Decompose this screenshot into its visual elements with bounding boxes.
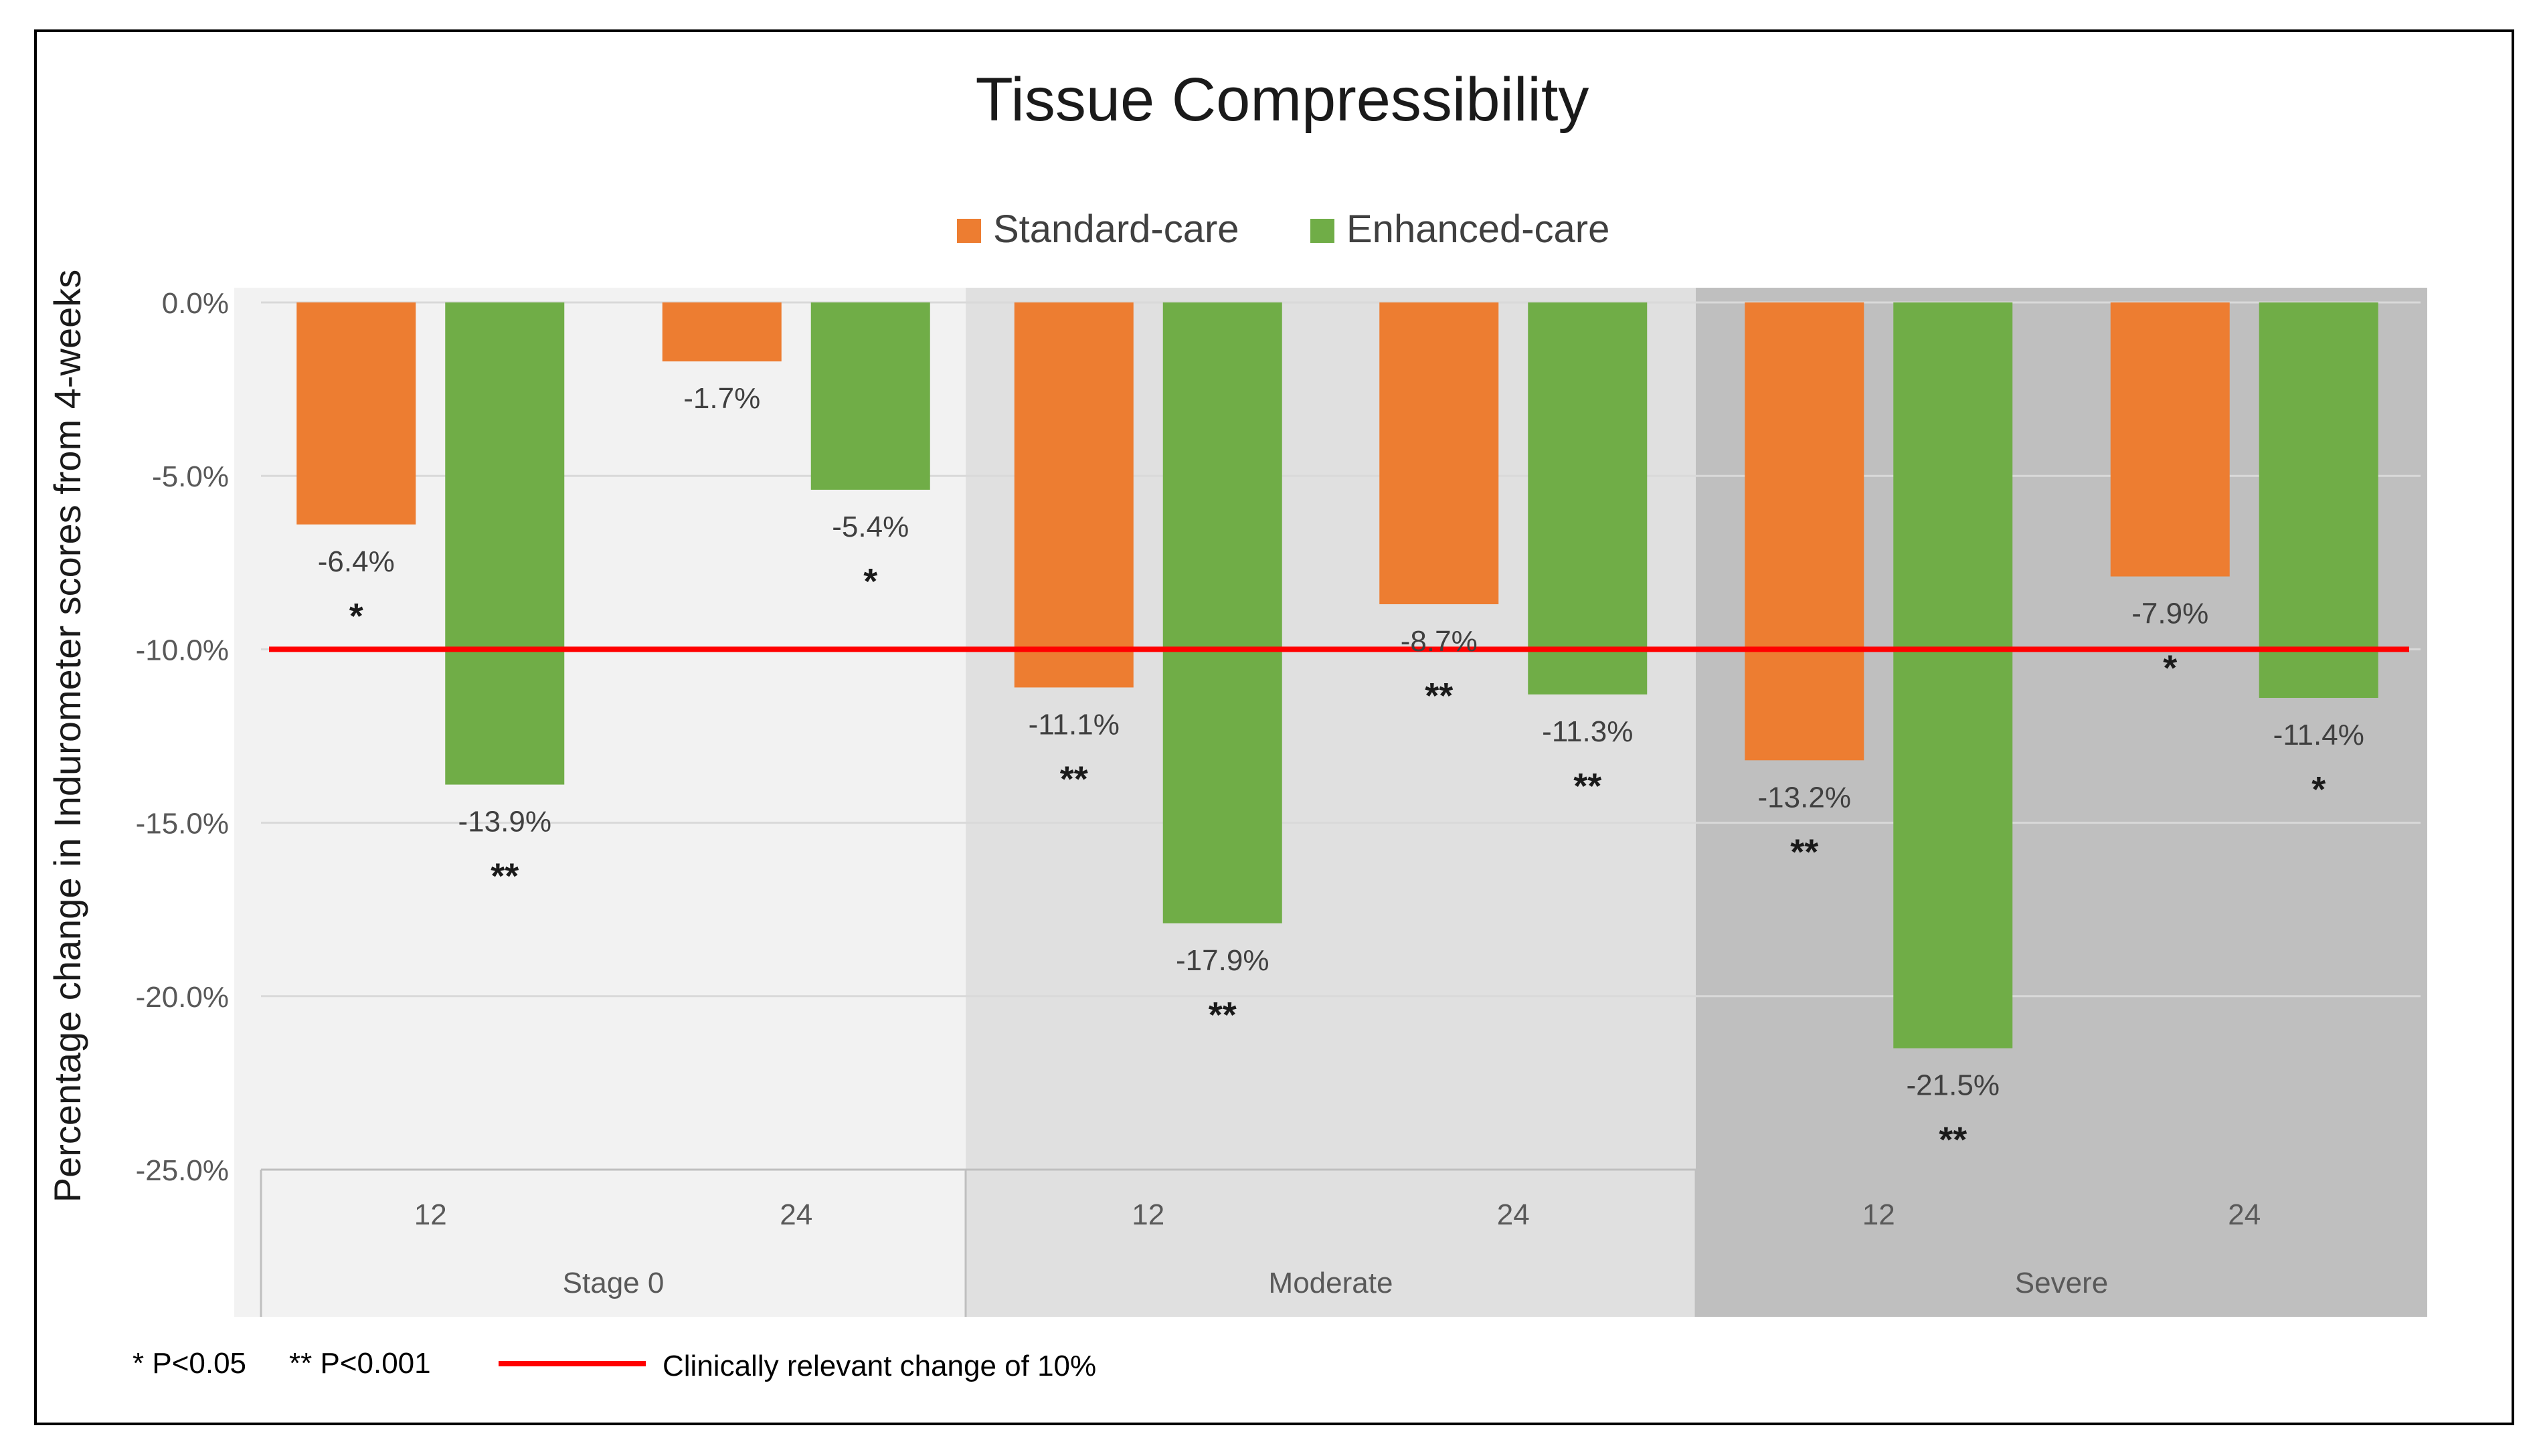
significance-marker: ** — [1425, 676, 1453, 716]
x-tick-label: 24 — [2228, 1198, 2261, 1231]
bar-enhanced-care-0 — [445, 302, 565, 785]
y-axis-label: Percentage change in Indurometer scores … — [46, 270, 88, 1202]
data-label: -21.5% — [1907, 1069, 2000, 1102]
data-label: -11.3% — [1542, 715, 1633, 748]
data-label: -5.4% — [832, 511, 909, 543]
footnote-legend: * P<0.05 ** P<0.001 Clinically relevant ch… — [133, 1347, 1096, 1382]
legend-label: Enhanced-care — [1346, 207, 1609, 251]
significance-marker: * — [349, 596, 363, 636]
legend-label: Standard-care — [993, 207, 1239, 251]
data-label: -11.4% — [2273, 719, 2364, 751]
significance-marker: ** — [491, 856, 519, 897]
footnote-p001: ** P<0.001 — [289, 1347, 431, 1380]
y-tick-label: -15.0% — [136, 808, 229, 840]
x-tick-label: 12 — [414, 1198, 447, 1231]
reference-line-legend-label: Clinically relevant change of 10% — [663, 1350, 1096, 1382]
legend: Standard-care Enhanced-care — [957, 207, 1609, 251]
significance-marker: * — [863, 561, 877, 602]
bar-standard-care-5 — [2110, 302, 2230, 577]
footnote-p05: * P<0.05 — [133, 1347, 246, 1380]
significance-marker: * — [2311, 769, 2326, 810]
data-label: -13.9% — [458, 806, 551, 838]
data-label: -17.9% — [1176, 944, 1269, 977]
x-group-label: Severe — [2015, 1267, 2108, 1299]
bar-enhanced-care-2 — [1162, 302, 1282, 923]
significance-marker: ** — [1939, 1120, 1967, 1160]
data-label: -7.9% — [2131, 598, 2208, 630]
x-group-label: Moderate — [1269, 1267, 1393, 1299]
chart-title: Tissue Compressibility — [976, 66, 1589, 134]
data-label: -1.7% — [683, 382, 760, 415]
y-tick-label: -20.0% — [136, 981, 229, 1014]
bar-enhanced-care-4 — [1893, 302, 2013, 1049]
data-label: -11.1% — [1029, 708, 1120, 741]
x-group-label: Stage 0 — [563, 1267, 665, 1299]
y-tick-label: -10.0% — [136, 634, 229, 666]
bar-standard-care-4 — [1745, 302, 1864, 761]
bar-standard-care-0 — [296, 302, 416, 525]
y-tick-label: 0.0% — [162, 287, 229, 320]
data-label: -6.4% — [318, 545, 395, 578]
data-label: -8.7% — [1401, 625, 1478, 658]
significance-marker: ** — [1209, 995, 1237, 1035]
data-label: -13.2% — [1758, 781, 1851, 814]
bar-standard-care-2 — [1014, 302, 1134, 688]
bar-standard-care-3 — [1379, 302, 1499, 605]
significance-marker: ** — [1573, 766, 1601, 806]
significance-marker: ** — [1790, 832, 1818, 872]
legend-swatch-enhanced-care — [1310, 219, 1334, 243]
x-tick-label: 24 — [1497, 1198, 1530, 1231]
y-tick-label: -5.0% — [152, 460, 229, 493]
significance-marker: ** — [1060, 759, 1088, 799]
bar-enhanced-care-3 — [1528, 302, 1648, 695]
legend-swatch-standard-care — [957, 219, 981, 243]
x-tick-label: 12 — [1132, 1198, 1164, 1231]
x-tick-label: 12 — [1862, 1198, 1895, 1231]
bar-enhanced-care-5 — [2259, 302, 2378, 698]
significance-marker: * — [2163, 648, 2177, 689]
x-tick-label: 24 — [780, 1198, 812, 1231]
y-tick-label: -25.0% — [136, 1154, 229, 1187]
bar-standard-care-1 — [662, 302, 782, 362]
bar-enhanced-care-1 — [810, 302, 930, 490]
